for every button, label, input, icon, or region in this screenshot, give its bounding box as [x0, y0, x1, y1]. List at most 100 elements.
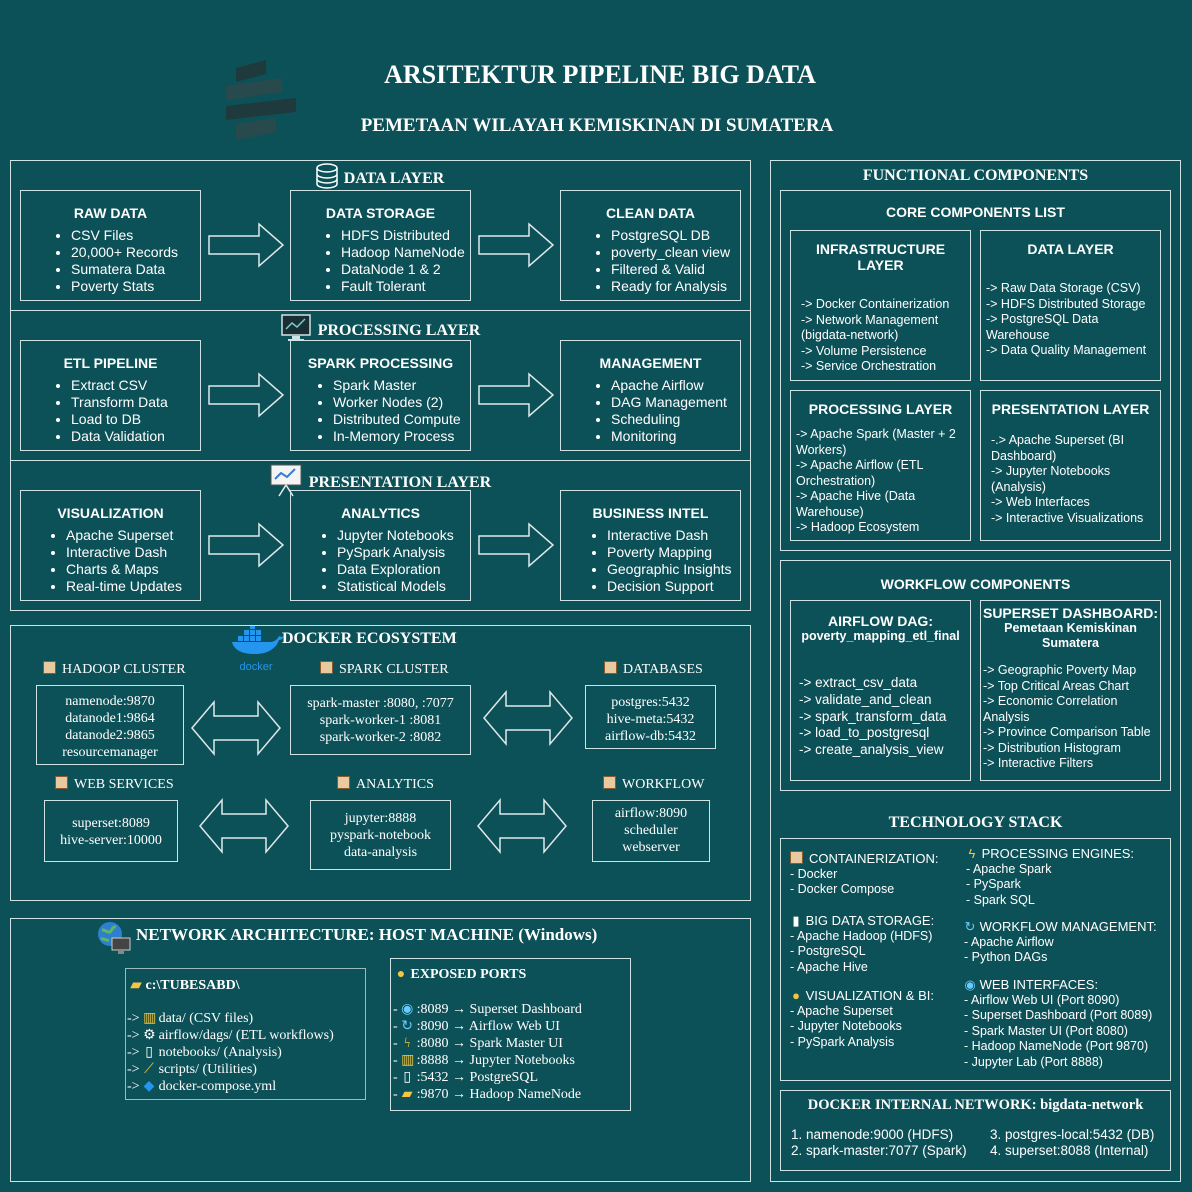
data-layer-box: DATA LAYER -> Raw Data Storage (CSV) -> … [980, 230, 1161, 381]
list-item: 20,000+ Records [71, 244, 200, 261]
infrastructure-layer-box: INFRASTRUCTURE LAYER -> Docker Container… [790, 230, 971, 381]
component-line: -> HDFS Distributed Storage [986, 296, 1146, 311]
workflow-components-title: WORKFLOW COMPONENTS [880, 576, 1071, 592]
component-line: -> Volume Persistence [801, 343, 927, 358]
dashboard-item: -> Distribution Histogram [983, 740, 1121, 755]
docker-internal-network-panel [780, 1090, 1171, 1171]
docker-net-item: 2. spark-master:7077 (Spark) [791, 1143, 967, 1158]
component-line: -> Apache Airflow (ETL Orchestration) [796, 458, 924, 488]
airflow-dag-box: AIRFLOW DAG: poverty_mapping_etl_final -… [790, 600, 971, 781]
list-item: Scheduling [611, 411, 740, 428]
list-item: Real-time Updates [66, 578, 200, 595]
tech-item: - PySpark [966, 877, 1021, 891]
tech-item: - Hadoop NameNode (Port 9870) [964, 1039, 1149, 1053]
service-line: data-analysis [343, 845, 418, 860]
tech-item: - PySpark Analysis [790, 1034, 895, 1049]
functional-components-title: FUNCTIONAL COMPONENTS [862, 167, 1089, 184]
dag-task: -> load_to_postgresql [799, 725, 930, 741]
docker-net-item: 1. namenode:9000 (HDFS) [791, 1127, 954, 1142]
list-item: Sumatera Data [71, 261, 200, 278]
folder-path: ▰ c:\TUBESABD\ [130, 978, 240, 993]
analytics-service-box: jupyter:8888 pyspark-notebook data-analy… [310, 800, 451, 870]
tech-item: - Docker Compose [790, 882, 895, 896]
analytics-box: ANALYTICS Jupyter Notebooks PySpark Anal… [290, 490, 471, 601]
service-line: datanode2:9865 [65, 728, 155, 743]
data-layer-label: DATA LAYER [343, 170, 445, 187]
data-layer-title: DATA LAYER [290, 163, 470, 194]
right-arrow-icon [208, 222, 285, 268]
tech-item: - Apache Spark [966, 861, 1052, 876]
docker-ecosystem-panel [10, 625, 751, 901]
host-folder-box: ▰ c:\TUBESABD\ [125, 968, 366, 1100]
docker-logo-text: docker [239, 661, 273, 673]
lightning-icon: ϟ [968, 846, 976, 861]
dag-task: -> validate_and_clean [799, 691, 932, 707]
web-services-label: WEB SERVICES [55, 776, 174, 793]
list-item: Distributed Compute [333, 411, 470, 428]
list-item: In-Memory Process [333, 428, 470, 445]
refresh-icon: ↻ [401, 1019, 414, 1034]
tech-containerization: CONTAINERIZATION: - Docker - Docker Comp… [790, 851, 965, 898]
service-line: scheduler [624, 823, 678, 838]
lightning-icon: ϟ [404, 1036, 411, 1051]
service-line: spark-worker-2 :8082 [319, 730, 442, 745]
workflow-label: WORKFLOW [603, 776, 704, 793]
package-icon [43, 661, 56, 674]
list-item: Data Validation [71, 428, 200, 445]
lightbulb-icon: ● [396, 967, 406, 982]
service-line: airflow-db:5432 [605, 729, 696, 744]
tech-item: - Airflow Web UI (Port 8090) [964, 992, 1120, 1007]
tech-item: - Jupyter Notebooks [790, 1019, 902, 1033]
network-title: NETWORK ARCHITECTURE: HOST MACHINE (Wind… [136, 925, 598, 944]
folder-item: -> ▥ data/ (CSV files) [127, 1011, 254, 1026]
component-line: -> Network Management (bigdata-network) [801, 312, 939, 343]
list-item: Worker Nodes (2) [333, 394, 470, 411]
spark-processing-box: SPARK PROCESSING Spark Master Worker Nod… [290, 340, 471, 451]
list-item: Jupyter Notebooks [337, 527, 470, 544]
palette-icon: ● [792, 988, 800, 1003]
component-line: -> Jupyter Notebooks (Analysis) [991, 464, 1111, 494]
data-storage-box: DATA STORAGE HDFS Distributed Hadoop Nam… [290, 190, 471, 301]
package-icon [604, 661, 617, 674]
bidirectional-arrow-icon [199, 797, 289, 855]
databases-box: postgres:5432 hive-meta:5432 airflow-db:… [585, 685, 716, 749]
notebook-icon: ▯ [145, 1045, 153, 1060]
package-icon [790, 851, 803, 864]
tech-web: ◉ WEB INTERFACES: - Airflow Web UI (Port… [964, 977, 1169, 1070]
technology-stack-title: TECHNOLOGY STACK [888, 814, 1063, 831]
list-item: PostgreSQL DB [611, 227, 740, 244]
analytics-label: ANALYTICS [337, 776, 434, 793]
service-line: jupyter:8888 [344, 811, 417, 826]
processing-layer-label: PROCESSING LAYER [317, 322, 481, 339]
bidirectional-arrow-icon [477, 797, 567, 855]
technology-stack-panel [780, 838, 1171, 1081]
right-arrow-icon [208, 372, 285, 418]
docker-icon: ◆ [143, 1079, 155, 1094]
folder-item: -> ⟋ scripts/ (Utilities) [127, 1062, 257, 1077]
component-line: -> Service Orchestration [801, 359, 937, 373]
service-line: pyspark-notebook [329, 828, 432, 843]
package-icon [55, 776, 68, 789]
box-title: RAW DATA [73, 205, 148, 221]
tech-storage: ▮ BIG DATA STORAGE: - Apache Hadoop (HDF… [790, 913, 965, 975]
list-item: Statistical Models [337, 578, 470, 595]
core-components-title: CORE COMPONENTS LIST [886, 204, 1065, 220]
dashboard-item: -> Economic Correlation Analysis [983, 694, 1118, 724]
databases-label: DATABASES [604, 661, 703, 678]
spark-cluster-box: spark-master :8080, :7077 spark-worker-1… [290, 685, 471, 755]
box-title: MANAGEMENT [599, 355, 702, 371]
folder-items: -> ▥ data/ (CSV files) -> ⚙ airflow/dags… [127, 1010, 334, 1095]
presentation-layer-label: PRESENTATION LAYER [308, 474, 492, 491]
tech-processing: ϟ PROCESSING ENGINES: - Apache Spark - P… [966, 846, 1166, 908]
dashboard-item: -> Geographic Poverty Map [983, 663, 1137, 677]
folder-item: -> ▯ notebooks/ (Analysis) [127, 1045, 282, 1060]
component-line: -> Interactive Visualizations [991, 510, 1144, 525]
service-line: hive-server:10000 [60, 833, 162, 848]
box-title: ETL PIPELINE [63, 355, 158, 371]
list-item: Monitoring [611, 428, 740, 445]
package-icon [337, 776, 350, 789]
chart-icon: ▥ [401, 1053, 415, 1068]
dashboard-item: -> Province Comparison Table [983, 725, 1151, 739]
folder-icon: ▰ [401, 1087, 413, 1102]
presentation-board-icon [269, 463, 303, 502]
